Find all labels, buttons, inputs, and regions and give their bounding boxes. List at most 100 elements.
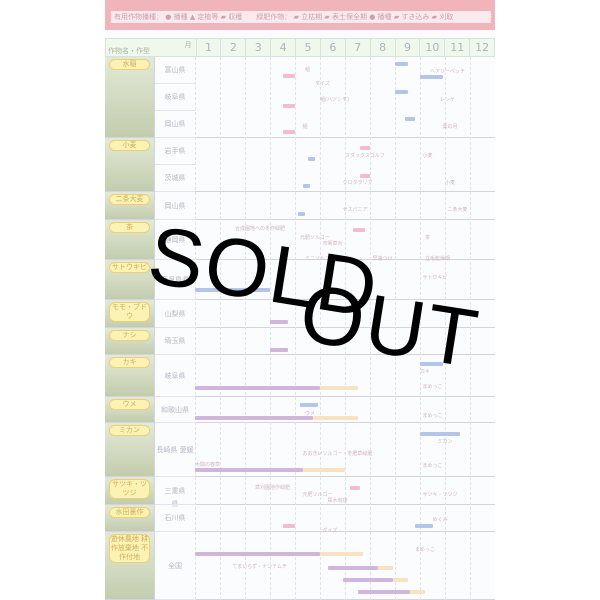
month-header-3: 3 <box>245 39 270 56</box>
crop-variety-label: カキ <box>420 369 431 375</box>
crop-variety-label: 葉の月 <box>442 124 458 130</box>
legend-cover: ▰ 表土保全期 <box>324 13 367 21</box>
period-bar <box>415 524 433 528</box>
month-gridline <box>420 57 421 600</box>
crop-cell: 小麦 <box>105 138 155 191</box>
crop-cell: ナシ <box>105 328 155 354</box>
crop-variety-label: ヘアリーベッチ <box>430 69 466 75</box>
period-bar <box>350 486 360 490</box>
period-bar <box>300 403 318 407</box>
legend-standing: ▰ 立枯期 <box>293 13 323 21</box>
crop-variety-label: 元肥ソルゴー <box>300 235 330 241</box>
crop-variety-label: スダックスゴルフ <box>345 153 385 159</box>
crop-cell: ミカン <box>105 423 155 476</box>
crop-variety-label: めぐみ <box>432 517 448 523</box>
month-gridline <box>195 57 196 600</box>
crop-name: 水稲 <box>109 59 150 70</box>
month-label: 月 <box>184 41 192 49</box>
crop-variety-label: 小麦 <box>445 180 456 186</box>
month-gridline <box>470 57 471 600</box>
month-header-9: 9 <box>394 39 420 56</box>
period-bar <box>282 130 295 134</box>
month-gridline <box>270 57 271 600</box>
legend: 有用作物播種： ● 播種 ▲ 定植等 ▰ 収穫 緑肥作物： ▰ 立枯期 ▰ 表土… <box>111 11 491 23</box>
crop-name: カキ <box>109 357 150 368</box>
period-bar <box>377 566 393 570</box>
month-gridline <box>245 57 246 600</box>
period-bar <box>410 590 425 594</box>
crop-cell: サツキ・ツツジ <box>105 477 155 504</box>
legend-harvest: ▰ 収穫 <box>220 13 243 21</box>
crop-variety-label: 稲 <box>305 67 311 73</box>
legend-useful-label: 有用作物播種： <box>114 13 163 21</box>
region-label: 茨城県 <box>155 165 195 192</box>
crop-cell: 水田裏作 <box>105 505 155 531</box>
period-bar <box>195 386 320 390</box>
period-bar <box>395 90 408 94</box>
crop-variety-label: 稲 <box>302 124 308 130</box>
crop-name: 小麦 <box>109 140 150 151</box>
month-gridline <box>295 57 296 600</box>
crop-group: 遊休農地 耕作放棄地 不作付地 全国 <box>105 532 495 600</box>
region-label: 長崎県 愛媛県 <box>155 423 195 508</box>
month-header-1: 1 <box>195 39 221 56</box>
period-bar <box>312 416 358 420</box>
crop-group: ナシ 埼玉県 <box>105 328 495 355</box>
crop-variety-label: サツキ・ツツジ <box>422 492 458 498</box>
period-bar <box>327 566 378 570</box>
crop-cell: 遊休農地 耕作放棄地 不作付地 <box>105 532 155 599</box>
period-bar <box>392 578 408 582</box>
period-bar <box>320 552 363 556</box>
crop-cell: ウメ <box>105 397 155 422</box>
crop-variety-label: 二条大麦 <box>447 207 468 213</box>
month-gridline <box>345 57 346 600</box>
crop-variety-label: 草刈園地作緑肥 <box>255 485 291 491</box>
crop-group: カキ 岐阜県 <box>105 355 495 397</box>
month-header-10: 10 <box>419 39 444 56</box>
crop-variety-label: まめっこ <box>422 463 443 469</box>
crop-name: ミカン <box>109 425 150 436</box>
crop-cell: カキ <box>105 355 155 396</box>
crop-variety-label: ダイズ <box>315 81 330 87</box>
period-bar <box>420 362 443 366</box>
month-header-4: 4 <box>270 39 295 56</box>
period-bar <box>307 157 315 161</box>
region-label: 石川県 <box>155 505 195 532</box>
period-bar <box>195 288 270 292</box>
crop-variety-label: まめっこ <box>415 547 436 553</box>
period-bar <box>342 578 393 582</box>
crop-variety-label: 木関の春草 <box>195 462 221 468</box>
crop-variety-label: クロタラリア <box>342 180 373 186</box>
period-bar <box>195 468 303 472</box>
period-bar <box>302 468 345 472</box>
period-bar <box>395 62 408 66</box>
period-bar <box>297 212 305 216</box>
crop-name: 水田裏作 <box>109 507 150 518</box>
crop-cell: 茶 <box>105 220 155 259</box>
crop-variety-label: ミカン <box>437 439 453 445</box>
crop-name: 茶 <box>109 222 150 233</box>
crop-calendar-sheet: 有用作物播種： ● 播種 ▲ 定植等 ▰ 収穫 緑肥作物： ▰ 立枯期 ▰ 表土… <box>105 0 495 600</box>
crop-label: 作物名・作型 <box>108 47 150 55</box>
period-bar <box>420 432 460 436</box>
period-bar <box>420 75 443 79</box>
crop-variety-label: ミニソルゴー <box>305 256 335 262</box>
crop-variety-label: 小麦 <box>422 153 433 159</box>
month-header-2: 2 <box>220 39 245 56</box>
region-label: 埼玉県 <box>155 328 195 355</box>
crop-group: 茶静岡県 <box>105 220 495 260</box>
crop-variety-label: 茶 <box>425 235 431 241</box>
region-label: 和歌山県 <box>155 397 195 423</box>
crop-group: 水稲 富山県 岐阜県 岡山県 <box>105 57 495 138</box>
period-bar <box>332 258 350 262</box>
period-bar <box>357 590 410 594</box>
legend-cut: ▰ 刈取 <box>431 13 454 21</box>
crop-variety-label: 合成園地への冬作緑肥 <box>235 226 286 232</box>
month-header-8: 8 <box>369 39 395 56</box>
legend-plant: ▲ 定植等 <box>189 13 219 21</box>
period-bar <box>282 104 295 108</box>
crop-variety-label: レンゲ <box>440 97 456 103</box>
crop-group: サトウキビ 鹿児島県 <box>105 260 495 300</box>
region-label: 富山県 <box>155 57 195 84</box>
crop-variety-label: ダイズ <box>322 528 338 534</box>
